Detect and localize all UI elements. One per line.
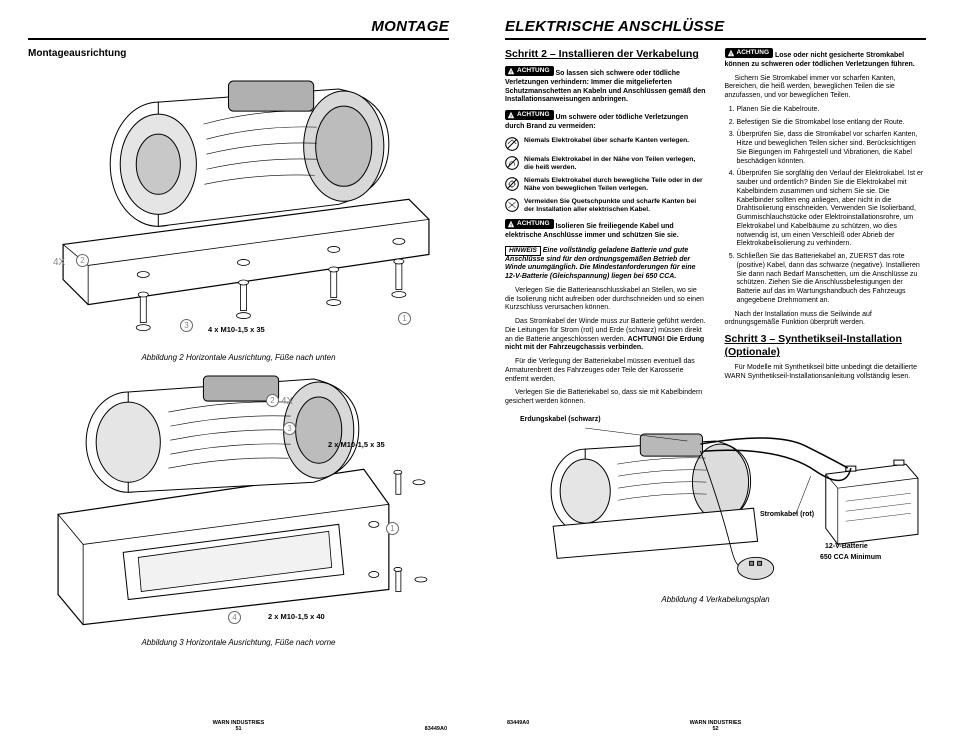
fig4-caption: Abbildung 4 Verkabelungsplan bbox=[505, 595, 926, 604]
no-moving-parts-icon bbox=[505, 177, 519, 191]
ground-label: Erdungskabel (schwarz) bbox=[520, 416, 601, 423]
bolt-spec-top: 2 x M10-1,5 x 35 bbox=[328, 440, 385, 449]
fourx-label-1: 4X bbox=[53, 257, 65, 268]
fourx-label-2: 4X bbox=[281, 396, 293, 407]
warn-3: ! ACHTUNG Isolieren Sie freiliegende Kab… bbox=[505, 219, 707, 241]
step3-heading: Schritt 3 – Synthetikseil-Installation (… bbox=[725, 333, 927, 359]
step-3: Überprüfen Sie, dass die Stromkabel vor … bbox=[737, 131, 927, 166]
icon-row-1: Niemals Elektrokabel über scharfe Kanten… bbox=[505, 137, 707, 151]
callout-1: 1 bbox=[398, 312, 411, 325]
page-right: ELEKTRISCHE ANSCHLÜSSE Schritt 2 – Insta… bbox=[477, 0, 954, 738]
page-left: MONTAGE Montageausrichtung bbox=[0, 0, 477, 738]
pinch-point-icon bbox=[505, 198, 519, 212]
page-title-right: ELEKTRISCHE ANSCHLÜSSE bbox=[505, 18, 926, 40]
hinweis-badge: HINWEIS bbox=[505, 246, 541, 256]
callout-b4: 4 bbox=[228, 611, 241, 624]
winch-illustration-bottom bbox=[28, 374, 449, 635]
fig3-caption: Abbildung 3 Horizontale Ausrichtung, Füß… bbox=[28, 638, 449, 647]
para2: Das Stromkabel der Winde muss zur Batter… bbox=[505, 318, 707, 353]
icon-row-3: Niemals Elektrokabel durch bewegliche Te… bbox=[505, 177, 707, 193]
callout-3: 3 bbox=[180, 319, 193, 332]
achtung-badge-2: ! ACHTUNG bbox=[505, 110, 554, 120]
callout-b2: 2 bbox=[266, 394, 279, 407]
no-heat-icon bbox=[505, 156, 519, 170]
figure-3: 4X 2 3 1 4 2 x M10-1,5 x 35 2 x M10-1,5 … bbox=[28, 374, 449, 634]
achtung-badge-1: ! ACHTUNG bbox=[505, 66, 554, 76]
para1: Verlegen Sie die Batterieanschlusskabel … bbox=[505, 287, 707, 313]
power-label: Stromkabel (rot) bbox=[760, 511, 814, 518]
page-spread: MONTAGE Montageausrichtung bbox=[0, 0, 954, 738]
step-2: Befestigen Sie die Stromkabel lose entla… bbox=[737, 119, 927, 128]
cable-steps: Planen Sie die Kabelroute. Befestigen Si… bbox=[725, 106, 927, 306]
step-1: Planen Sie die Kabelroute. bbox=[737, 106, 927, 115]
achtung-badge-4: ! ACHTUNG bbox=[725, 48, 774, 58]
callout-2: 2 bbox=[76, 254, 89, 267]
footer-right: 83449A0 WARN INDUSTRIES 52 bbox=[477, 720, 954, 732]
right-body: Schritt 2 – Installieren der Verkabe­lun… bbox=[505, 48, 926, 412]
cca-label: 650 CCA Minimum bbox=[820, 554, 881, 561]
step-5: Schließen Sie das Batteriekabel an, ZUER… bbox=[737, 253, 927, 306]
footer-page-r: 52 bbox=[712, 726, 718, 732]
hinweis: HINWEIS Eine vollständig geladene Batter… bbox=[505, 246, 707, 282]
figure-2: 4X 2 3 1 4 x M10-1,5 x 35 bbox=[28, 69, 449, 349]
left-subheading: Montageausrichtung bbox=[28, 48, 449, 59]
para4: Verlegen Sie die Batteriekabel so, dass … bbox=[505, 389, 707, 407]
warn-1: ! ACHTUNG So lassen sich schwere oder tö… bbox=[505, 66, 707, 105]
step-4: Überprüfen Sie sorgfältig den Verlauf de… bbox=[737, 170, 927, 249]
winch-illustration-top bbox=[28, 69, 449, 350]
wiring-diagram bbox=[505, 416, 926, 591]
step3-text: Für Modelle mit Synthetikseil bitte unbe… bbox=[725, 364, 927, 382]
icon-row-4: Vermeiden Sie Quetschpunkte und scharfe … bbox=[505, 198, 707, 214]
warn-4: ! ACHTUNG Lose oder nicht gesicherte Str… bbox=[725, 48, 927, 70]
footer-page-l: 51 bbox=[235, 726, 241, 732]
step2-heading: Schritt 2 – Installieren der Verkabe­lun… bbox=[505, 48, 707, 61]
footer-doc-r: 83449A0 bbox=[507, 720, 529, 726]
warn-2: ! ACHTUNG Um schwere oder tödliche Verle… bbox=[505, 110, 707, 132]
no-sharp-edge-icon bbox=[505, 137, 519, 151]
bolt-spec-1: 4 x M10-1,5 x 35 bbox=[208, 325, 265, 334]
icon-row-2: Niemals Elektrokabel in der Nähe von Tei… bbox=[505, 156, 707, 172]
footer-doc-l: 83449A0 bbox=[425, 726, 447, 732]
callout-b1: 1 bbox=[386, 522, 399, 535]
callout-b3: 3 bbox=[283, 422, 296, 435]
figure-4: Erdungskabel (schwarz) Stromkabel (rot) … bbox=[505, 416, 926, 591]
battery-label: 12-V-Batterie bbox=[825, 543, 868, 550]
achtung-badge-3: ! ACHTUNG bbox=[505, 219, 554, 229]
para3: Für die Verlegung der Batteriekabel müss… bbox=[505, 358, 707, 384]
footer-left: WARN INDUSTRIES 51 83449A0 bbox=[0, 720, 477, 732]
page-title-left: MONTAGE bbox=[28, 18, 449, 40]
para6: Nach der Installation muss die Seilwinde… bbox=[725, 311, 927, 329]
para5: Sichern Sie Stromkabel immer vor scharfe… bbox=[725, 75, 927, 101]
bolt-spec-bottom: 2 x M10-1,5 x 40 bbox=[268, 612, 325, 621]
fig2-caption: Abbildung 2 Horizontale Ausrichtung, Füß… bbox=[28, 353, 449, 362]
